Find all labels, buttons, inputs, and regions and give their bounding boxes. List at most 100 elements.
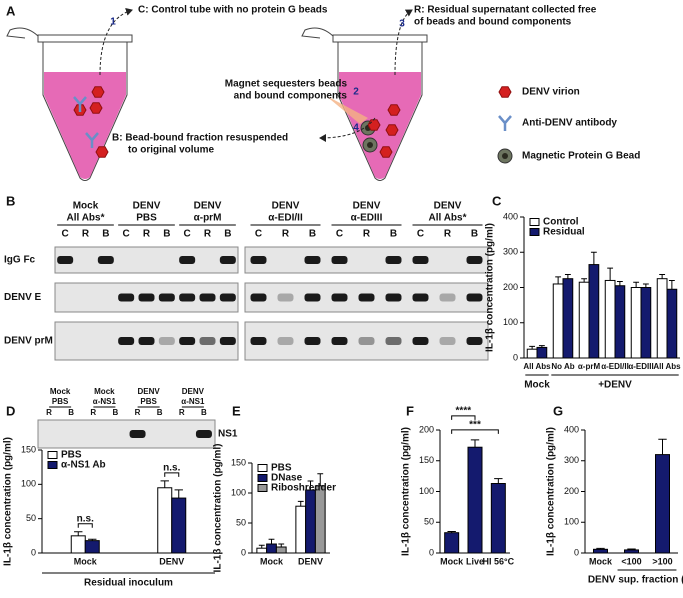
x-tick-label: All Abs [653,362,681,371]
bar [70,535,86,554]
blot-lane-label: B [224,229,231,240]
step-number: 1 [110,17,116,28]
error-bar [659,273,666,279]
panel-label: F [406,403,414,418]
blot-lane-label: C [336,229,343,240]
blot-box [37,419,216,449]
y-tick-label: 300 [503,247,518,257]
significance-bracket [77,523,93,528]
legend-swatch [47,451,58,459]
y-tick-label: 100 [564,517,579,527]
blot-group-label: DENV [182,387,205,396]
y-tick-label: 150 [419,455,434,465]
blot-lane-label: R [82,229,90,240]
blot-group-label: DENV [133,201,161,212]
error-bar [596,547,605,550]
virion-icon [387,104,401,116]
blot-band [331,256,348,264]
error-bar [658,438,667,455]
x-tick-label: α-EDIII [628,362,653,371]
y-axis-label: IL-1β concentration (pg/ml) [3,437,14,566]
legend-label: Residual [543,227,585,238]
panel-label: A [6,3,16,18]
legend-label: Control [543,217,579,228]
blot-band [250,293,267,302]
blot-lane-label: C [417,229,424,240]
step-text: and bound components [234,91,348,102]
blot-band [304,256,321,264]
blot-band [412,337,429,345]
significance-label: **** [456,405,472,416]
x-tick-label: α-EDI/II [601,362,629,371]
blot-band [179,256,196,264]
x-tick-label: All Abs [523,362,551,371]
antibody-icon [73,96,87,112]
antibody-icon [498,115,512,131]
blot-group-label: α-EDIII [351,213,383,224]
blot-band [331,293,348,302]
tube-rim [332,34,428,43]
group-label: +DENV [598,380,632,391]
error-bar [297,500,304,507]
bar [157,487,173,554]
y-tick-label: 50 [26,513,36,523]
panel-label: B [6,193,15,208]
blot-group-label: DENV [434,201,462,212]
blot-group-label: α-NS1 [181,397,205,406]
y-tick-label: 50 [236,517,246,527]
error-bar [564,273,571,279]
error-bar [590,251,597,265]
blot-lane-label: R [363,229,371,240]
legend-swatch [257,474,268,482]
blot-band [179,337,196,345]
legend-swatch [47,461,58,469]
virion-icon [89,102,103,114]
blot-box [244,246,489,274]
error-bar [555,276,562,284]
error-bar [470,439,480,448]
blot-band [466,256,483,264]
blot-group-label: DENV [194,201,222,212]
bead-core [367,142,373,148]
y-axis-label: IL-1β concentration (pg/ml) [213,444,224,573]
blot-lane-label: B [471,229,478,240]
x-tick-label: >100 [652,556,672,566]
blot-lane-label: C [123,229,130,240]
blot-group-label: DENV [272,201,300,212]
y-axis-label: IL-1β concentration (pg/ml) [401,427,412,556]
blot-band [385,293,402,302]
virion-icon [91,86,105,98]
bar [578,281,590,359]
y-tick-label: 100 [503,317,518,327]
magnet-beam [325,95,368,124]
y-tick-label: 0 [574,547,579,557]
legend-label: Anti-DENV antibody [522,118,617,129]
blot-lane-label: R [143,229,151,240]
blot-group-label: PBS [52,397,69,406]
blot-lane-label: B [102,229,109,240]
virion-icon [498,86,512,98]
bar [305,489,316,554]
blot-lane-label: R [90,408,96,417]
y-tick-label: 0 [241,547,246,557]
error-bar [174,489,183,499]
legend-label: α-NS1 Ab [61,460,106,471]
y-tick-label: 0 [513,352,518,362]
virion-icon [367,119,381,131]
bar [614,285,626,359]
bar [266,543,277,554]
legend-label: DNase [271,473,303,484]
blot-band [385,256,402,264]
y-tick-label: 0 [429,547,434,557]
blot-band [304,293,321,302]
bar [640,287,652,359]
bar [171,497,187,554]
y-tick-label: 300 [564,455,579,465]
blot-box [54,246,239,274]
y-tick-label: 100 [419,486,434,496]
error-bar [317,473,324,486]
error-bar [529,345,536,350]
x-tick-label: <100 [621,556,641,566]
legend-swatch [529,228,540,236]
blot-lane-label: B [157,408,163,417]
